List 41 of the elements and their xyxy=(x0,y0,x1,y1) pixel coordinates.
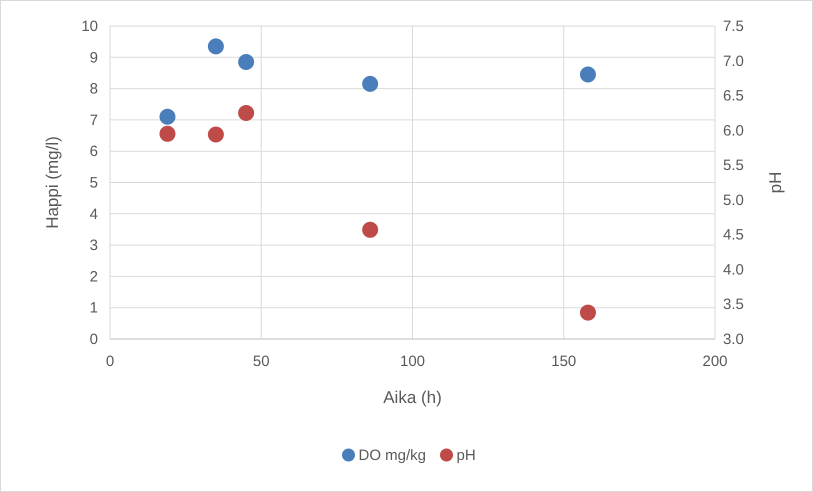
y2-tick-label: 4.0 xyxy=(723,261,744,278)
y-tick-label: 1 xyxy=(90,300,98,317)
x-tick-label: 100 xyxy=(400,353,426,370)
legend-label: DO mg/kg xyxy=(358,447,426,464)
point xyxy=(362,222,378,238)
point xyxy=(159,108,176,125)
y2-tick-label: 3.0 xyxy=(723,331,744,348)
y2-tick-label: 5.0 xyxy=(723,192,744,209)
point xyxy=(238,54,254,70)
y-tick-label: 5 xyxy=(90,174,98,192)
y2-tick-label: 7.0 xyxy=(723,52,744,70)
y2-tick-label: 3.5 xyxy=(723,296,744,314)
y2-tick-label: 7.5 xyxy=(723,18,744,35)
y-tick-label: 6 xyxy=(90,143,98,160)
point xyxy=(580,66,596,83)
point xyxy=(238,104,254,121)
y-tick-label: 10 xyxy=(81,18,98,35)
y-tick-label: 4 xyxy=(90,206,98,223)
y-tick-label: 3 xyxy=(90,237,98,254)
y2-tick-label: 6.5 xyxy=(723,88,744,105)
x-tick-label: 200 xyxy=(702,353,728,370)
y-tick-label: 0 xyxy=(90,331,98,348)
y2-axis-title: pH xyxy=(766,172,785,194)
x-axis-title: Aika (h) xyxy=(383,388,442,407)
point xyxy=(580,304,596,321)
y-tick-label: 2 xyxy=(90,268,98,286)
legend-label: pH xyxy=(456,447,476,464)
x-tick-label: 150 xyxy=(551,353,576,370)
point xyxy=(208,126,224,143)
x-tick-label: 50 xyxy=(252,353,270,370)
y-tick-label: 8 xyxy=(90,80,98,98)
x-tick-label: 0 xyxy=(106,353,114,370)
y-axis-title: Happi (mg/l) xyxy=(43,136,62,229)
y2-tick-label: 5.5 xyxy=(723,157,744,174)
point xyxy=(159,126,176,142)
point xyxy=(362,76,378,92)
y-tick-label: 7 xyxy=(90,112,98,129)
y-tick-label: 9 xyxy=(90,49,98,66)
y2-tick-label: 6.0 xyxy=(723,122,744,140)
y2-tick-label: 4.5 xyxy=(723,226,744,244)
point xyxy=(208,38,224,54)
